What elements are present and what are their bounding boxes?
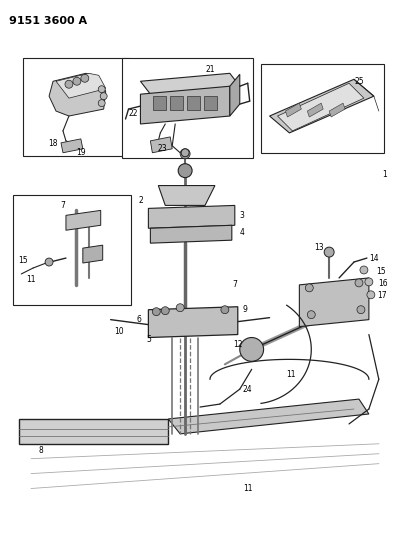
Bar [187,96,200,110]
Polygon shape [150,225,232,243]
Circle shape [181,149,189,157]
Circle shape [240,337,263,361]
Text: 13: 13 [314,243,324,252]
Text: 7: 7 [232,280,237,289]
Text: 12: 12 [233,340,242,349]
Text: 17: 17 [377,292,387,300]
Text: 25: 25 [354,77,364,86]
Circle shape [367,291,375,299]
Text: 11: 11 [286,370,296,379]
Polygon shape [141,74,240,94]
Text: 4: 4 [239,228,244,237]
Text: 21: 21 [205,65,215,74]
Circle shape [98,86,105,93]
Polygon shape [49,74,106,116]
Circle shape [180,149,190,159]
Circle shape [365,278,373,286]
Circle shape [355,279,363,287]
Text: 2: 2 [138,196,143,205]
Polygon shape [150,137,172,153]
Polygon shape [141,86,230,124]
Bar [261,64,384,153]
Text: 11: 11 [243,484,252,493]
Polygon shape [148,306,238,337]
Circle shape [305,284,313,292]
Bar [122,59,253,158]
Circle shape [357,306,365,314]
Text: 1: 1 [382,170,387,179]
Text: 24: 24 [243,385,252,394]
Text: 5: 5 [146,335,151,344]
Polygon shape [270,79,374,133]
Polygon shape [66,211,101,230]
Circle shape [221,306,229,314]
Bar [13,196,131,305]
Polygon shape [56,74,106,98]
Polygon shape [168,399,369,434]
Bar [204,96,217,110]
Bar [170,96,183,110]
Text: 8: 8 [39,446,44,455]
Polygon shape [329,103,345,117]
Circle shape [65,80,73,88]
Text: 18: 18 [48,139,58,148]
Polygon shape [83,245,103,263]
Polygon shape [148,205,235,228]
Polygon shape [299,278,369,327]
Circle shape [176,304,184,312]
Polygon shape [286,103,301,117]
Polygon shape [277,83,364,131]
Text: 6: 6 [136,315,141,324]
Polygon shape [61,139,83,153]
Circle shape [307,311,315,319]
Text: 9: 9 [242,305,247,314]
Text: 10: 10 [114,327,123,336]
Circle shape [73,77,81,85]
Bar [23,59,129,156]
Text: 7: 7 [60,201,65,210]
Circle shape [178,164,192,177]
Circle shape [152,308,160,316]
Text: 9151 3600 A: 9151 3600 A [9,15,88,26]
Text: 22: 22 [129,109,138,118]
Circle shape [161,306,169,314]
Polygon shape [19,419,168,444]
Text: 15: 15 [376,268,386,277]
Polygon shape [230,74,240,116]
Text: 11: 11 [26,276,36,285]
Polygon shape [307,103,323,117]
Text: 15: 15 [18,255,28,264]
Circle shape [45,258,53,266]
Circle shape [360,266,368,274]
Circle shape [98,100,105,107]
Text: 3: 3 [239,211,244,220]
Bar [153,96,166,110]
Text: 23: 23 [157,144,167,154]
Circle shape [324,247,334,257]
Text: 19: 19 [76,148,85,157]
Polygon shape [158,185,215,205]
Circle shape [100,93,107,100]
Text: 16: 16 [378,279,388,288]
Circle shape [81,74,89,82]
Text: 14: 14 [369,254,379,263]
